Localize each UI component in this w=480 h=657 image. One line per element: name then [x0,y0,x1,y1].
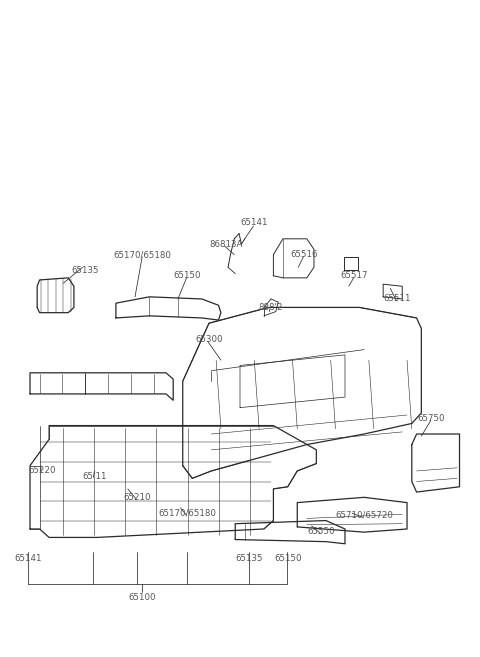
Text: 65170/65180: 65170/65180 [113,250,171,259]
Text: 65150: 65150 [174,271,201,281]
Text: 65135: 65135 [236,554,264,563]
Text: 65220: 65220 [28,466,56,476]
Text: 65750: 65750 [417,414,444,422]
Text: 65516: 65516 [291,250,318,259]
Text: 65550: 65550 [307,527,335,535]
Text: 65517: 65517 [341,271,368,281]
Text: 65141: 65141 [14,554,41,563]
Text: 65100: 65100 [129,593,156,602]
Text: 65300: 65300 [195,334,223,344]
Text: 65210: 65210 [124,493,151,502]
Text: 65135: 65135 [71,266,99,275]
Text: 65150: 65150 [274,554,301,563]
Text: 65511: 65511 [384,294,411,304]
Text: 86813A: 86813A [209,240,242,248]
Text: 65141: 65141 [240,219,268,227]
Text: 65'11: 65'11 [82,472,107,481]
Text: 65170/65180: 65170/65180 [158,509,216,518]
Text: 888'2: 888'2 [259,303,283,312]
Text: 65710/65720: 65710/65720 [335,510,393,520]
